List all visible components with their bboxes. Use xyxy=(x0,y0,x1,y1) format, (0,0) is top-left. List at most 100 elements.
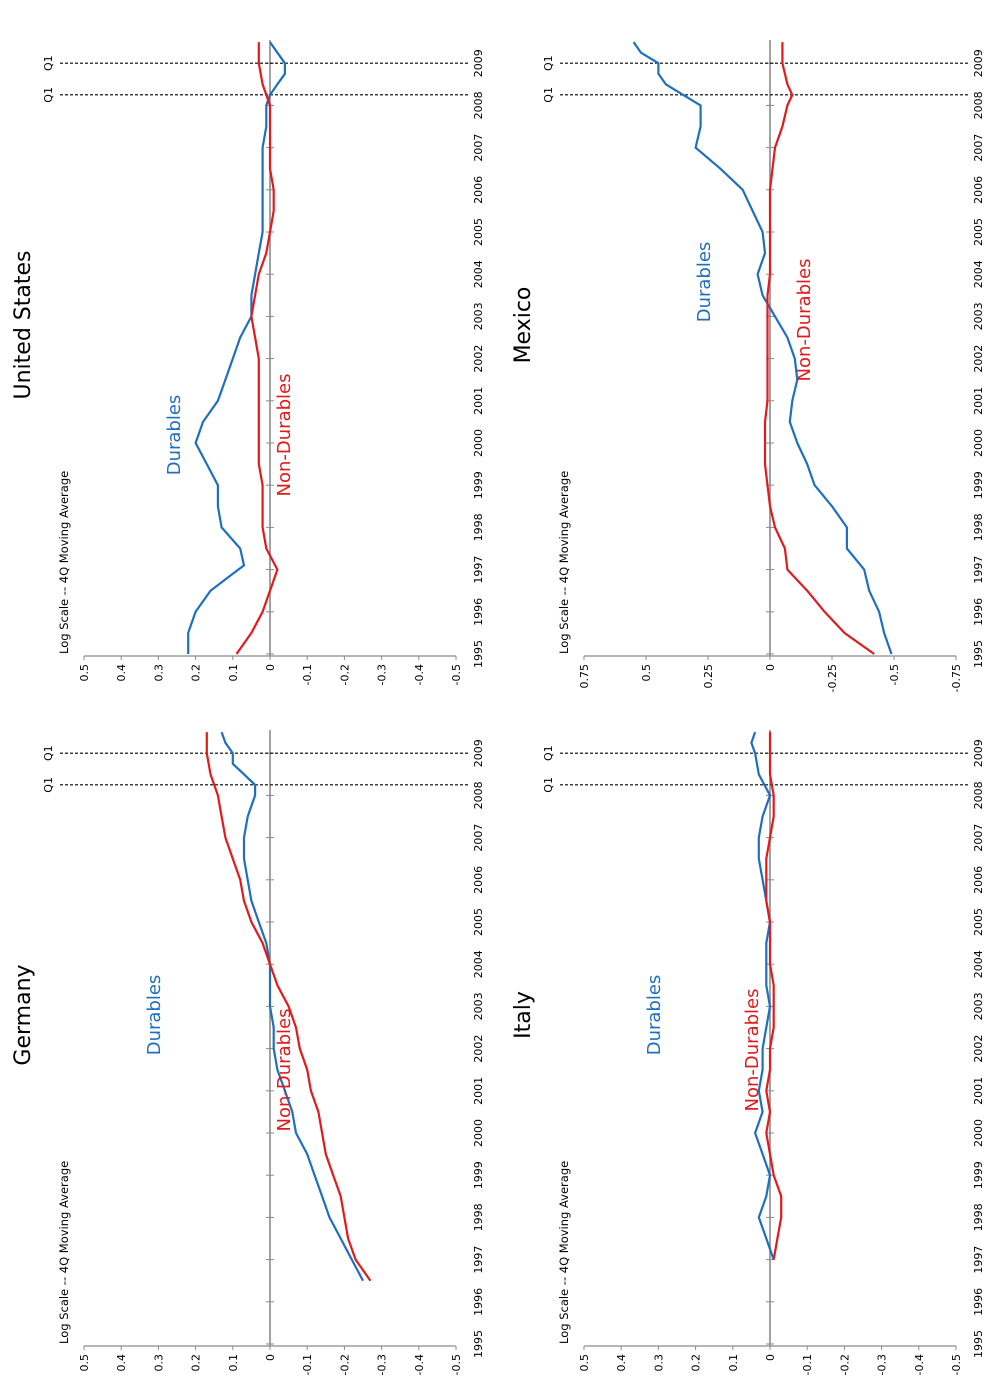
time-tick-label: 2001 xyxy=(472,387,485,415)
time-tick-label: 2008 xyxy=(472,781,485,809)
q1-marker-label: Q1 xyxy=(542,777,555,793)
time-tick-label: 2004 xyxy=(472,950,485,978)
time-tick-label: 1996 xyxy=(972,1288,985,1316)
panel-title: Italy xyxy=(511,991,536,1039)
time-tick-label: 2007 xyxy=(472,824,485,852)
time-tick-label: 1997 xyxy=(472,556,485,584)
time-tick-label: 1998 xyxy=(472,513,485,541)
value-tick-label: 0.3 xyxy=(652,1354,665,1372)
series-line-non-durables xyxy=(763,42,875,655)
value-tick-label: 0.5 xyxy=(78,664,91,682)
scale-note: Log Scale -- 4Q Moving Average xyxy=(557,1161,571,1344)
time-tick-label: 2001 xyxy=(972,387,985,415)
value-tick-label: 0.5 xyxy=(78,1354,91,1372)
value-tick-label: 0.2 xyxy=(190,1354,203,1372)
series-label-non-durables: Non-Durables xyxy=(794,259,815,382)
time-tick-label: 1999 xyxy=(972,471,985,499)
value-tick-label: 0.4 xyxy=(115,664,128,682)
time-tick-label: 2001 xyxy=(472,1077,485,1105)
time-tick-label: 2006 xyxy=(972,176,985,204)
series-line-non-durables xyxy=(205,732,372,1282)
time-tick-label: 2000 xyxy=(972,429,985,457)
scale-note: Log Scale -- 4Q Moving Average xyxy=(557,471,571,654)
time-tick-label: 1996 xyxy=(472,1288,485,1316)
q1-marker-label: Q1 xyxy=(542,87,555,103)
series-label-durables: Durables xyxy=(694,242,715,323)
time-tick-label: 2006 xyxy=(472,866,485,894)
value-tick-label: -0.4 xyxy=(913,1354,926,1375)
time-tick-label: 2003 xyxy=(972,302,985,330)
series-line-non-durables xyxy=(765,732,783,1260)
time-tick-label: 2005 xyxy=(972,218,985,246)
value-tick-label: 0 xyxy=(764,1354,777,1361)
value-tick-label: -0.2 xyxy=(838,1354,851,1375)
value-tick-label: 0.2 xyxy=(690,1354,703,1372)
value-tick-label: -0.2 xyxy=(338,1354,351,1375)
value-tick-label: -0.3 xyxy=(876,1354,889,1375)
time-tick-label: 2000 xyxy=(472,429,485,457)
value-tick-label: 0.3 xyxy=(152,664,165,682)
series-label-non-durables: Non-Durables xyxy=(274,1009,295,1132)
scale-note: Log Scale -- 4Q Moving Average xyxy=(57,471,71,654)
q1-marker-label: Q1 xyxy=(42,777,55,793)
value-tick-label: 0.4 xyxy=(615,1354,628,1372)
time-tick-label: 2008 xyxy=(472,91,485,119)
value-tick-label: -0.1 xyxy=(801,1354,814,1375)
value-tick-label: -0.5 xyxy=(450,1354,463,1375)
series-line-durables xyxy=(632,41,893,655)
series-label-durables: Durables xyxy=(644,975,665,1056)
time-tick-label: 2001 xyxy=(972,1077,985,1105)
value-tick-label: -0.1 xyxy=(301,664,314,685)
time-tick-label: 1999 xyxy=(472,471,485,499)
q1-marker-label: Q1 xyxy=(542,745,555,761)
value-tick-label: -0.75 xyxy=(950,664,963,692)
time-tick-label: 2009 xyxy=(472,49,485,77)
time-tick-label: 2008 xyxy=(972,91,985,119)
time-tick-label: 2009 xyxy=(472,739,485,767)
time-tick-label: 2007 xyxy=(972,134,985,162)
time-tick-label: 2009 xyxy=(972,49,985,77)
time-tick-label: 1998 xyxy=(972,513,985,541)
series-label-non-durables: Non-Durables xyxy=(274,374,295,497)
time-tick-label: 1996 xyxy=(972,598,985,626)
value-tick-label: -0.1 xyxy=(301,1354,314,1375)
time-tick-label: 2003 xyxy=(472,302,485,330)
series-label-non-durables: Non-Durables xyxy=(742,989,763,1112)
scale-note: Log Scale -- 4Q Moving Average xyxy=(57,1161,71,1344)
time-tick-label: 1997 xyxy=(972,556,985,584)
value-tick-label: -0.5 xyxy=(888,664,901,685)
panel-title: Mexico xyxy=(511,287,536,364)
time-tick-label: 1998 xyxy=(472,1203,485,1231)
value-tick-label: 0.4 xyxy=(115,1354,128,1372)
value-tick-label: 0.25 xyxy=(702,664,715,689)
value-tick-label: 0 xyxy=(764,664,777,671)
value-tick-label: 0.5 xyxy=(578,1354,591,1372)
time-tick-label: 2004 xyxy=(972,260,985,288)
time-tick-label: 2005 xyxy=(972,908,985,936)
value-tick-label: -0.5 xyxy=(950,1354,963,1375)
time-tick-label: 2003 xyxy=(472,992,485,1020)
time-tick-label: 2002 xyxy=(972,1035,985,1063)
panel-title: United States xyxy=(11,251,36,400)
time-tick-label: 1995 xyxy=(972,640,985,668)
time-tick-label: 1996 xyxy=(472,598,485,626)
value-tick-label: 0.1 xyxy=(727,1354,740,1372)
value-tick-label: 0.5 xyxy=(640,664,653,682)
time-tick-label: 2004 xyxy=(972,950,985,978)
series-label-durables: Durables xyxy=(164,395,185,476)
value-tick-label: -0.2 xyxy=(338,664,351,685)
panel-title: Germany xyxy=(11,964,36,1065)
time-tick-label: 2006 xyxy=(472,176,485,204)
time-tick-label: 1995 xyxy=(472,640,485,668)
value-tick-label: 0.3 xyxy=(152,1354,165,1372)
value-tick-label: 0.2 xyxy=(190,664,203,682)
time-tick-label: 1998 xyxy=(972,1203,985,1231)
chart-panel-united-states: 0.5 0.4 0.3 0.2 0.1 0 -0.1 -0.2 -0.3 -0.4 -0.5 1995… xyxy=(11,40,485,685)
time-tick-label: 2008 xyxy=(972,781,985,809)
chart-panel-italy: 0.5 0.4 0.3 0.2 0.1 0 -0.1 -0.2 -0.3 -0.4 -0.5 1995… xyxy=(511,730,985,1375)
time-tick-label: 1997 xyxy=(472,1246,485,1274)
series-label-durables: Durables xyxy=(144,975,165,1056)
value-tick-label: 0.1 xyxy=(227,1354,240,1372)
